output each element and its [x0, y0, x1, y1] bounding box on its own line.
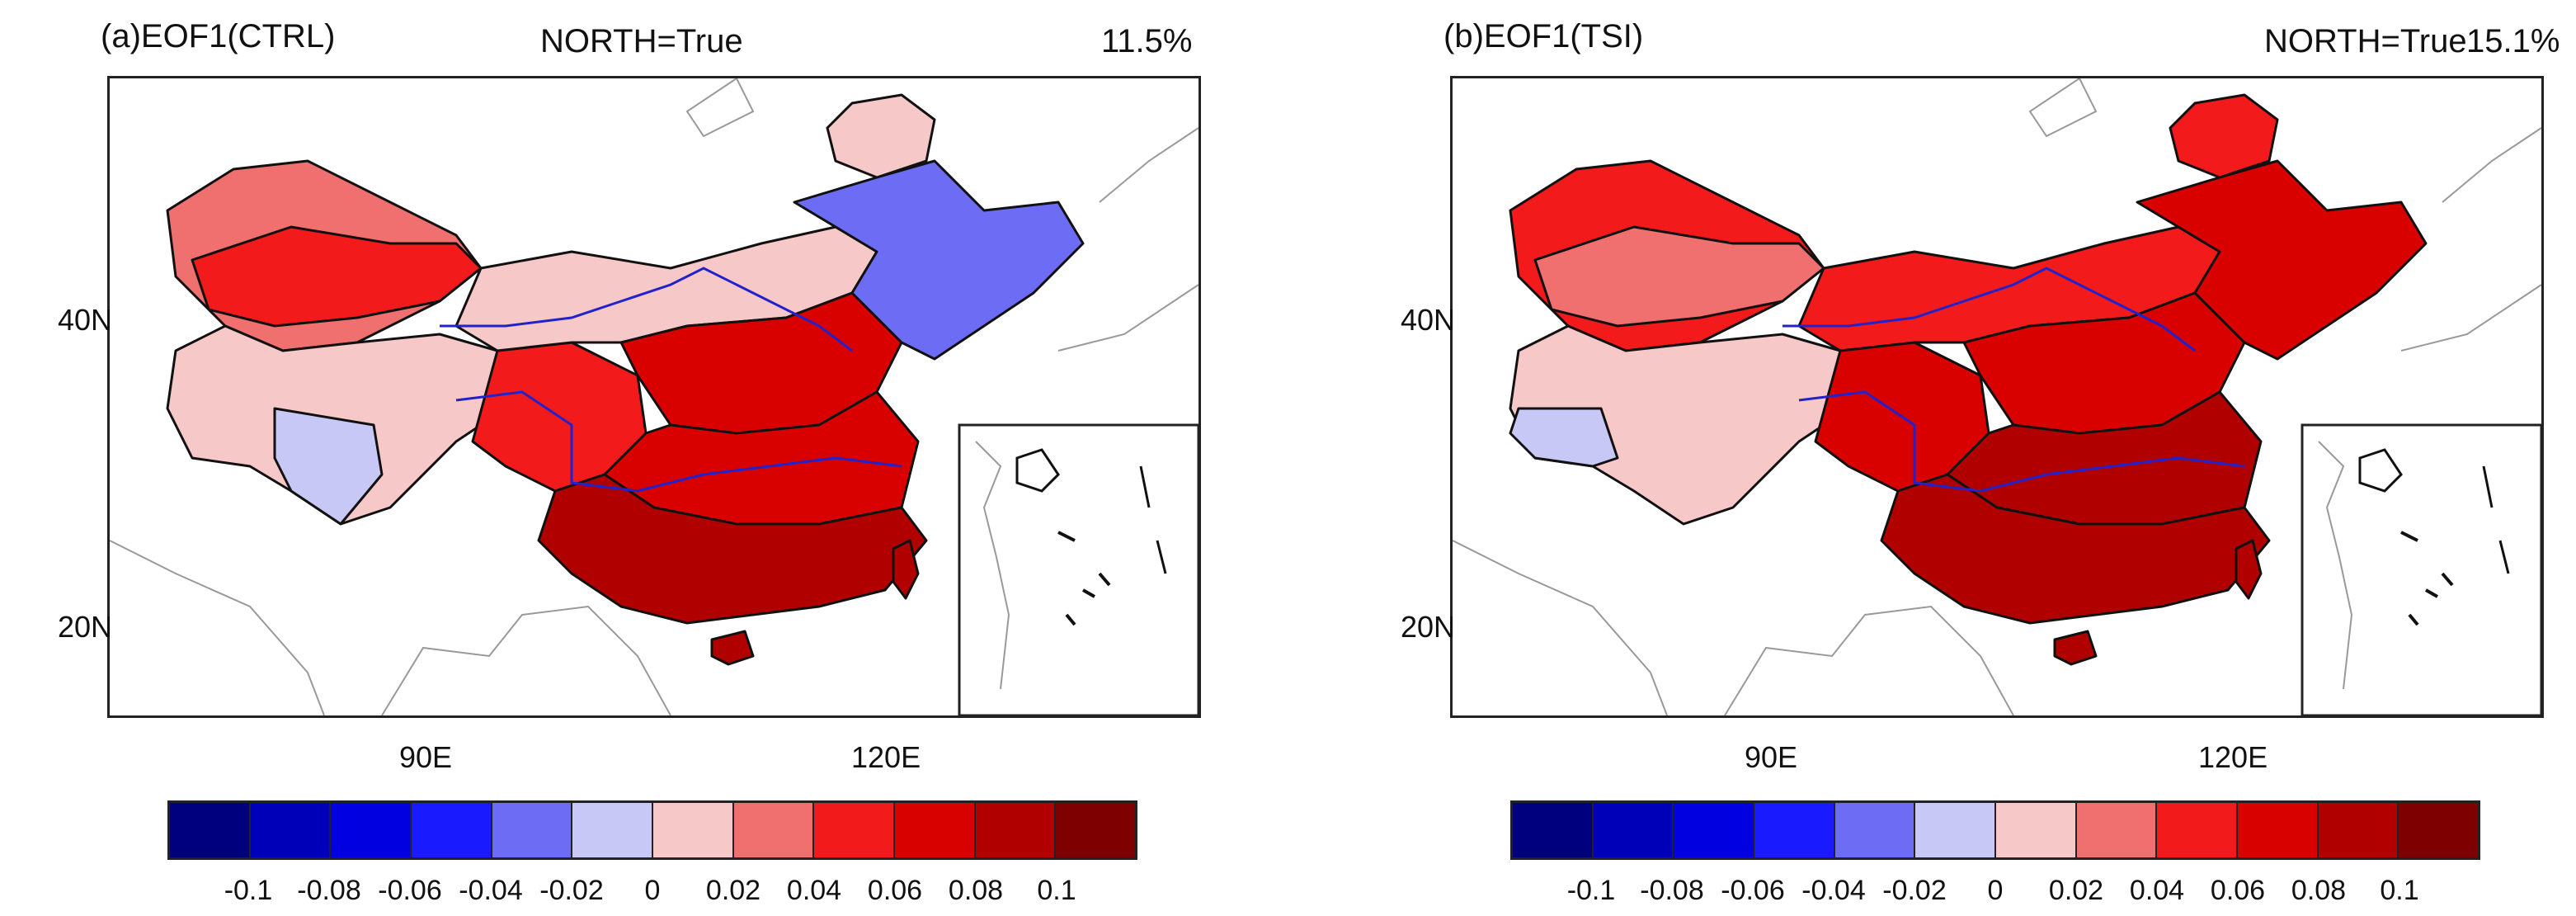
- colorbar-tick-label: 0: [1987, 875, 2004, 906]
- variance-label: 11.5%: [1101, 23, 1193, 59]
- map-frame: [107, 76, 1201, 718]
- colorbar-tick-label: -0.1: [1566, 875, 1616, 906]
- colorbar-swatch: [1754, 803, 1835, 857]
- colorbar-swatch: [572, 803, 654, 857]
- colorbar-tick-label: 0.02: [705, 875, 761, 906]
- region-tibet-south: [273, 407, 384, 526]
- colorbar-tick-label: -0.1: [224, 875, 273, 906]
- region-northwest-band: [1533, 225, 1825, 328]
- map-svg: [110, 78, 1199, 715]
- colorbar: [167, 800, 1137, 860]
- china-regions: [1509, 93, 2428, 666]
- colorbar-swatch: [2399, 803, 2479, 857]
- region-south: [1880, 473, 2271, 625]
- colorbar-swatch: [1674, 803, 1755, 857]
- panel-title: (b)EOF1(TSI): [1443, 18, 1644, 54]
- colorbar-swatch: [1513, 803, 1594, 857]
- colorbar-swatch: [331, 803, 412, 857]
- colorbar-swatch: [1834, 803, 1916, 857]
- colorbar-swatch: [412, 803, 492, 857]
- colorbar-tick-label: -0.02: [1882, 875, 1947, 906]
- colorbar-swatch: [170, 803, 251, 857]
- panel-a: (a)EOF1(CTRL) NORTH=True 11.5%: [58, 18, 1201, 906]
- colorbar-tick-label: -0.06: [1721, 875, 1785, 906]
- colorbar-tick-label: -0.02: [539, 875, 604, 906]
- colorbar-swatch: [2157, 803, 2239, 857]
- colorbar-swatch: [2076, 803, 2158, 857]
- inset-map: [958, 423, 1199, 715]
- colorbar-tick-label: 0.06: [867, 875, 923, 906]
- region-hainan: [2053, 630, 2098, 666]
- lat-label: 20N: [1401, 610, 1456, 644]
- map-frame: [1450, 76, 2544, 718]
- colorbar-swatch: [2318, 803, 2399, 857]
- colorbar-tick-label: 0.04: [786, 875, 842, 906]
- colorbar-tick-label: 0.02: [2048, 875, 2104, 906]
- region-taiwan: [892, 539, 920, 600]
- colorbar-tick-label: 0.08: [2291, 875, 2347, 906]
- colorbar-swatch: [814, 803, 896, 857]
- panel-title: (a)EOF1(CTRL): [101, 18, 336, 54]
- colorbar-tick-label: -0.08: [297, 875, 361, 906]
- region-hainan: [710, 630, 755, 666]
- variance-label: 15.1%: [2466, 23, 2560, 59]
- colorbar-tick-label: 0.06: [2210, 875, 2266, 906]
- lon-label: 120E: [851, 740, 921, 774]
- colorbar-tick-label: -0.04: [459, 875, 523, 906]
- lat-label: 40N: [1401, 303, 1456, 337]
- colorbar-swatch: [975, 803, 1057, 857]
- lat-label: 20N: [58, 610, 113, 644]
- map-svg: [1453, 78, 2541, 715]
- region-far-northeast: [2169, 93, 2279, 179]
- colorbar-swatch: [492, 803, 573, 857]
- colorbar-swatch: [1056, 803, 1136, 857]
- panel-b: (b)EOF1(TSI) NORTH=True 15.1%: [1345, 0, 2576, 916]
- inset-map: [2301, 423, 2541, 715]
- region-far-northeast: [826, 93, 936, 179]
- colorbar-swatch: [895, 803, 976, 857]
- lon-label: 90E: [399, 740, 453, 774]
- north-label: NORTH=True: [2264, 23, 2467, 59]
- region-northeast: [793, 159, 1085, 361]
- colorbar-tick-label: 0.1: [2380, 875, 2419, 906]
- rivers: [440, 267, 902, 493]
- colorbar-swatch: [1996, 803, 2077, 857]
- north-label: NORTH=True: [540, 23, 743, 59]
- region-tibet-south: [1509, 407, 1619, 468]
- coastline-lines: [110, 78, 1199, 715]
- colorbar-tick-label: 0: [644, 875, 661, 906]
- colorbar-tick-label: 0.1: [1037, 875, 1076, 906]
- lon-label: 90E: [1745, 740, 1798, 774]
- colorbar-swatch: [1593, 803, 1674, 857]
- colorbar-tick-label: -0.06: [378, 875, 442, 906]
- colorbar-swatch: [653, 803, 734, 857]
- colorbar-swatch: [1915, 803, 1997, 857]
- rivers: [1782, 267, 2245, 493]
- lon-label: 120E: [2198, 740, 2268, 774]
- colorbar-tick-label: -0.08: [1640, 875, 1704, 906]
- colorbar-tick-label: -0.04: [1801, 875, 1866, 906]
- colorbar-swatch: [733, 803, 815, 857]
- china-regions: [166, 93, 1085, 666]
- colorbar-tick-label: 0.04: [2129, 875, 2185, 906]
- colorbar-swatch: [2238, 803, 2319, 857]
- region-south: [537, 473, 928, 625]
- region-northeast: [2136, 159, 2428, 361]
- region-taiwan: [2235, 539, 2263, 600]
- region-northwest-band: [191, 225, 483, 328]
- lat-label: 40N: [58, 303, 113, 337]
- colorbar-swatch: [250, 803, 332, 857]
- colorbar: [1510, 800, 2480, 860]
- colorbar-tick-label: 0.08: [948, 875, 1004, 906]
- coastline-lines: [1453, 78, 2541, 715]
